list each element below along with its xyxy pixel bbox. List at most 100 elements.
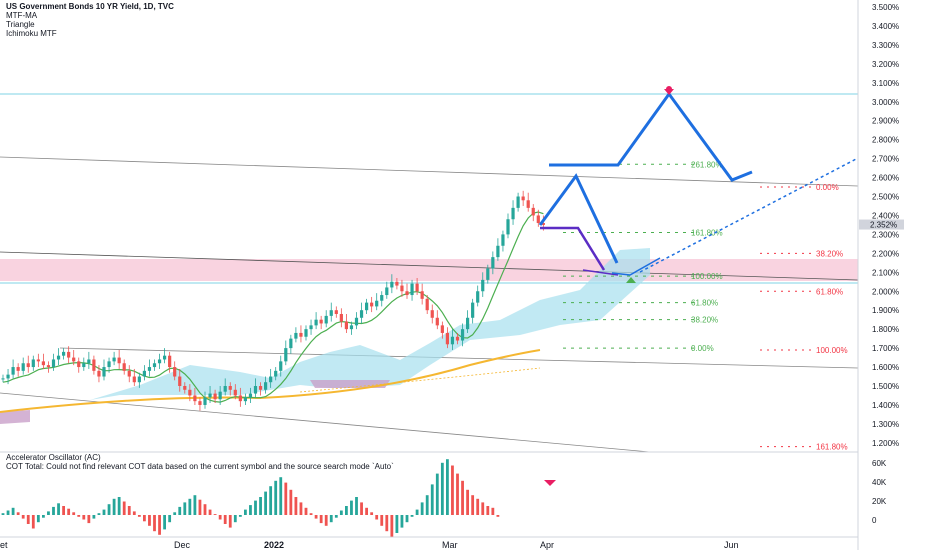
candle-body xyxy=(228,386,232,390)
oscillator-tick: 0 xyxy=(872,516,877,525)
candle-body xyxy=(258,386,263,390)
candle-body xyxy=(142,370,146,377)
oscillator-bar xyxy=(385,515,389,532)
candle-body xyxy=(279,361,283,371)
price-tick: 2.600% xyxy=(872,174,899,183)
candle-body xyxy=(390,281,394,288)
oscillator-bar xyxy=(380,515,384,526)
oscillator-bar xyxy=(193,495,197,515)
oscillator-bar xyxy=(178,506,182,515)
zigzag-first xyxy=(538,173,619,264)
pink-zone xyxy=(0,259,858,281)
candle-body xyxy=(466,317,470,330)
axes-layer: 3.500% 3.400% 3.300% 3.200% 3.100% 3.000% 2.90… xyxy=(0,3,904,550)
price-tick: 2.400% xyxy=(872,211,899,220)
candle-body xyxy=(253,386,258,394)
oscillator-bar xyxy=(16,512,20,515)
candle-body xyxy=(506,219,510,235)
oscillator-bar xyxy=(486,506,490,515)
oscillator-bar xyxy=(345,506,348,515)
oscillator-bar xyxy=(339,510,343,515)
candle-body xyxy=(87,359,91,364)
oscillator-bar xyxy=(244,509,247,515)
candle-body xyxy=(440,325,444,333)
candle-body xyxy=(117,357,121,364)
candle-body xyxy=(147,367,152,371)
legend-mtf-ma[interactable]: MTF-MA xyxy=(6,11,38,20)
candle-body xyxy=(51,359,56,368)
fib-red-label: 161.80% xyxy=(816,443,848,452)
oscillator-bar xyxy=(102,509,106,515)
price-tick: 1.900% xyxy=(872,306,899,315)
candle-body xyxy=(395,281,399,286)
candle-body xyxy=(102,367,106,377)
candle-body xyxy=(183,386,187,390)
oscillator-bar xyxy=(148,515,151,526)
candle-body xyxy=(450,336,455,345)
oscillator-bar xyxy=(264,491,267,515)
zigzag-bottom xyxy=(611,257,661,276)
oscillator-bar xyxy=(375,515,379,520)
candle-body xyxy=(248,393,253,398)
candle-body xyxy=(238,395,242,402)
time-tick: Apr xyxy=(540,540,554,550)
time-tick: et xyxy=(0,540,8,550)
oscillator-bar xyxy=(350,500,353,515)
oscillator-bar xyxy=(405,515,409,523)
candle-body xyxy=(157,359,162,364)
legend-triangle[interactable]: Triangle xyxy=(6,20,35,29)
price-tick: 3.400% xyxy=(872,22,899,31)
oscillator-legend-ac[interactable]: Accelerator Oscillator (AC) xyxy=(6,453,101,462)
oscillator-bar xyxy=(228,515,232,528)
price-tick: 1.700% xyxy=(872,344,899,353)
price-tick: 2.100% xyxy=(872,268,899,277)
candle-body xyxy=(299,332,303,337)
candle-body xyxy=(62,351,66,356)
oscillator-bar xyxy=(451,465,454,515)
osc-marker xyxy=(544,480,556,486)
candle-body xyxy=(486,268,490,280)
candle-body xyxy=(430,310,434,318)
candle-body xyxy=(400,285,404,292)
candle-body xyxy=(526,200,530,208)
oscillator-bar xyxy=(360,502,363,515)
projection-pattern-layer xyxy=(538,86,859,283)
fib-red-label: 100.00% xyxy=(816,346,848,355)
ma-orange-dotted xyxy=(299,367,541,393)
oscillator-bar xyxy=(36,515,40,523)
bottom-marker xyxy=(626,277,636,283)
oscillator-bar xyxy=(420,502,424,515)
oscillator-bar xyxy=(112,498,116,515)
cloud-pink-mid xyxy=(310,380,390,388)
candle-body xyxy=(178,376,182,386)
candle-body xyxy=(168,355,172,368)
legend-ichimoku[interactable]: Ichimoku MTF xyxy=(6,29,57,38)
purple-arrow xyxy=(582,269,619,276)
price-tick: 2.300% xyxy=(872,230,899,239)
oscillator-bar xyxy=(158,515,161,535)
candle-body xyxy=(56,355,61,360)
top-marker-dot xyxy=(666,86,672,92)
oscillator-bar xyxy=(309,513,313,515)
trendline-lower xyxy=(59,347,859,369)
candle-body xyxy=(294,332,298,339)
price-tick: 2.200% xyxy=(872,249,899,258)
oscillator-tick: 20K xyxy=(872,497,887,506)
fib-green-label: 161.80% xyxy=(691,229,723,238)
legend-title[interactable]: US Government Bonds 10 YR Yield, 1D, TVC xyxy=(6,2,174,11)
oscillator-bar xyxy=(92,515,96,519)
candle-body xyxy=(67,351,71,358)
candle-body xyxy=(269,376,273,383)
oscillator-bar xyxy=(168,515,172,523)
oscillator-bar xyxy=(153,515,156,532)
candle-body xyxy=(324,315,328,324)
candle-body xyxy=(445,332,449,345)
candle-body xyxy=(339,313,343,322)
oscillator-legend-cot[interactable]: COT Total: Could not find relevant COT d… xyxy=(6,462,394,471)
oscillator-bar xyxy=(57,503,60,515)
oscillator-bar xyxy=(324,515,328,526)
oscillator-bar xyxy=(425,495,429,515)
candle-body xyxy=(471,302,475,318)
